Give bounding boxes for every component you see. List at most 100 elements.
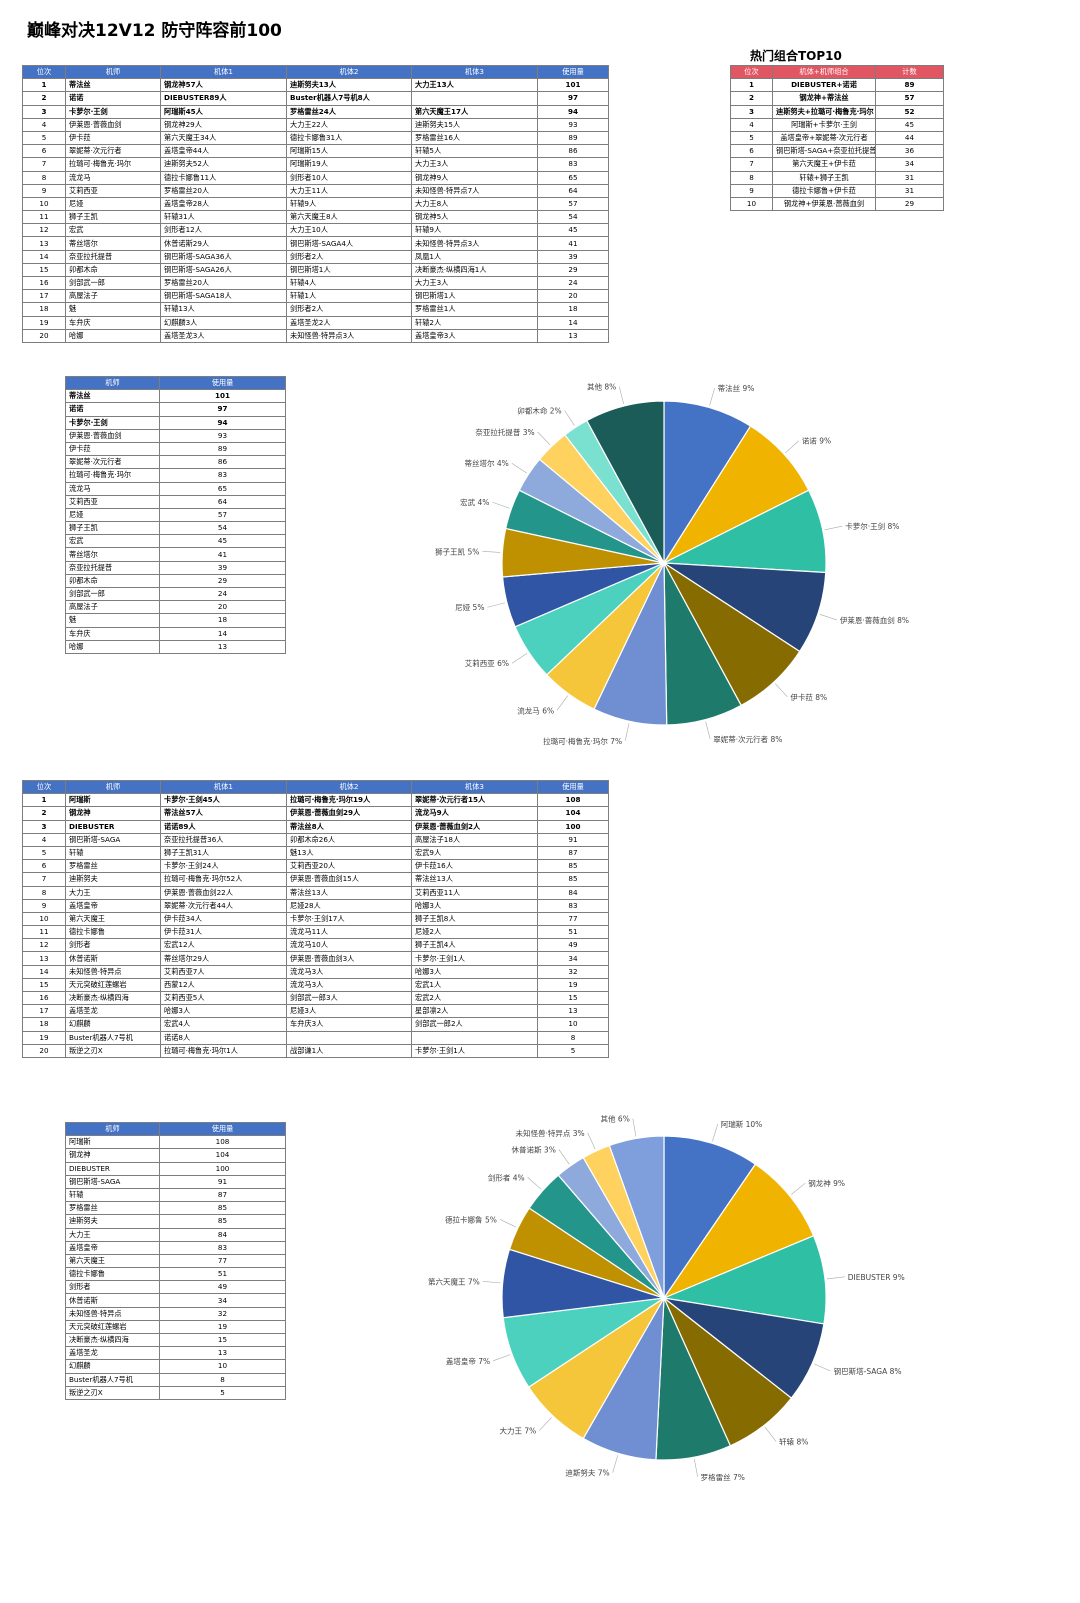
slice-percent: 5% [485,1215,497,1224]
pie-slice-label: 罗格雷丝 7% [701,1472,745,1482]
table-cell: 魅13人 [286,845,412,861]
table-cell: 迪斯努夫13人 [286,78,412,93]
slice-percent: 9% [743,384,755,393]
table-row: 7 迪斯努夫 拉璐可·梅鲁克·玛尔52人 伊莱恩·蔷薇血剑15人 蒂法丝13人 85 [22,872,609,887]
table-cell: 剑形者10人 [286,170,412,185]
table-cell: 轩辕9人 [411,223,538,238]
slice-percent: 5% [467,547,479,556]
column-header: 使用量 [159,375,286,391]
table-cell: 57 [875,91,944,106]
column-header: 机体1 [160,64,287,80]
leader-line [824,525,843,531]
table-row: 14 奈亚拉托提普 钢巴斯塔-SAGA36人 剑形者2人 凤凰1人 39 [22,249,609,264]
table-cell: 20 [159,600,286,615]
table-cell: 哈娜3人 [411,964,538,979]
table-cell: 3 [22,104,66,119]
table-cell: 8 [22,885,66,900]
table-cell: 车弁庆 [65,626,160,641]
table-cell: 108 [159,1135,286,1150]
table-row: 17 高屋法子 钢巴斯塔-SAGA18人 轩辕1人 钢巴斯塔1人 20 [22,289,609,304]
table-cell: 狮子王凯31人 [160,845,287,861]
table-cell: 伊莱恩·蔷薇血剑3人 [286,951,412,966]
table-cell: 阿瑞斯15人 [286,144,412,159]
table-row: 卡萝尔·王剑 94 [65,415,286,430]
pie-slice-label: 阿瑞斯 10% [721,1119,763,1129]
table-cell: 9 [730,183,773,198]
table-cell: 狮子王凯4人 [411,938,538,953]
table-cell: 拉璐可·梅鲁克·玛尔 [65,468,160,483]
table-cell: 24 [537,275,609,291]
table-cell: 伊卡菈31人 [160,925,287,940]
table-cell: 尼娅 [65,507,160,523]
table-cell: 10 [159,1359,286,1374]
table-cell: 第六天魔王+伊卡菈 [772,157,876,172]
leader-line [814,1363,831,1372]
leader-line [694,1459,698,1477]
table-cell: 34 [159,1293,286,1308]
table-row: 20 叛逆之刃X 拉璐可·梅鲁克·玛尔1人 战部谦1人 卡萝尔·王剑1人 5 [22,1043,609,1058]
table-cell: 45 [159,534,286,549]
table-cell: 蒂法丝8人 [286,819,412,834]
table-cell: 凤凰1人 [411,249,538,264]
table-row: 11 德拉卡娜鲁 伊卡菈31人 流龙马11人 尼娅2人 51 [22,925,609,940]
table-cell: 钢龙神29人 [160,117,287,132]
slice-percent: 8% [815,693,827,702]
table-cell: 伊莱恩·蔷薇血剑 [65,117,161,132]
pie-slice-label: 休普诺斯 3% [512,1144,556,1154]
leader-line [826,1276,845,1280]
table-cell: 德拉卡娜鲁+伊卡菈 [772,183,876,198]
table-cell: 5 [537,1043,609,1058]
table-cell: 德拉卡娜鲁31人 [286,130,412,146]
slice-percent: 3% [544,1145,556,1154]
table-cell: 迪斯努夫+拉璐可·梅鲁克·玛尔 [772,104,876,119]
table-cell: 幻麒麟3人 [160,315,287,330]
table-cell: 伊莱恩·蔷薇血剑22人 [160,885,287,900]
pie-slice [608,1135,665,1299]
table-cell: 54 [159,521,286,536]
table-row: 1 蒂法丝 钢龙神57人 迪斯努夫13人 大力王13人 101 [22,78,609,93]
table-cell: 轩辕4人 [286,275,412,291]
leader-line [705,721,711,740]
table-cell: 德拉卡娜鲁 [65,1267,160,1282]
mech-usage-table: 位次 机师 机体1 机体2 机体3 使用量 1 阿瑞斯 卡萝尔·王剑45人 拉璐可·梅鲁克·玛尔… [22,779,609,1058]
table-cell: 幻麒麟 [65,1017,161,1032]
table-cell: 18 [22,1017,66,1032]
table-cell: 14 [22,964,66,979]
table-cell: 85 [159,1214,286,1229]
table-cell: Buster机器人7号机8人 [286,91,412,106]
table-cell: 大力王3人 [411,275,538,291]
pie-slice-label: 剑形者 4% [488,1172,525,1182]
table-row: Buster机器人7号机 8 [65,1372,286,1387]
table-cell: 休普诺斯29人 [160,236,287,251]
table-cell: 9 [22,898,66,913]
table-cell: 41 [537,236,609,251]
pie-slice-label: 其他 6% [601,1114,630,1124]
pie-slice-label: 艾莉西亚 6% [465,658,509,668]
table-cell: 34 [537,951,609,966]
table-cell: 91 [537,832,609,847]
table-cell: 艾莉西亚11人 [411,885,538,900]
table-cell: 罗格雷丝20人 [160,183,287,198]
table-cell: 哈娜 [65,328,161,343]
pie-slice-label: 第六天魔王 7% [428,1276,480,1286]
table-cell: 轩辕1人 [286,289,412,304]
column-header: 机体2 [286,779,412,795]
table-row: 7 第六天魔王+伊卡菈 34 [730,157,944,172]
table-cell: 14 [22,249,66,264]
table-cell: 64 [537,183,609,198]
table-cell: 哈娜3人 [160,1004,287,1019]
table-cell: 罗格雷丝1人 [411,302,538,317]
table-cell: 100 [537,819,609,834]
table-cell [286,1030,412,1045]
table-cell: 10 [730,196,773,212]
table-cell: 盖塔皇帝 [65,1240,160,1255]
leader-line [482,551,501,553]
table-cell: 19 [22,315,66,330]
slice-percent: 7% [468,1277,480,1286]
table-cell: 剑部武一郎 [65,586,160,602]
table-cell: 18 [22,302,66,317]
table-cell: 15 [159,1332,286,1348]
table-cell: 翠妮蒂·次元行者15人 [411,793,538,808]
table-cell: 89 [537,130,609,146]
leader-line [539,1417,552,1431]
